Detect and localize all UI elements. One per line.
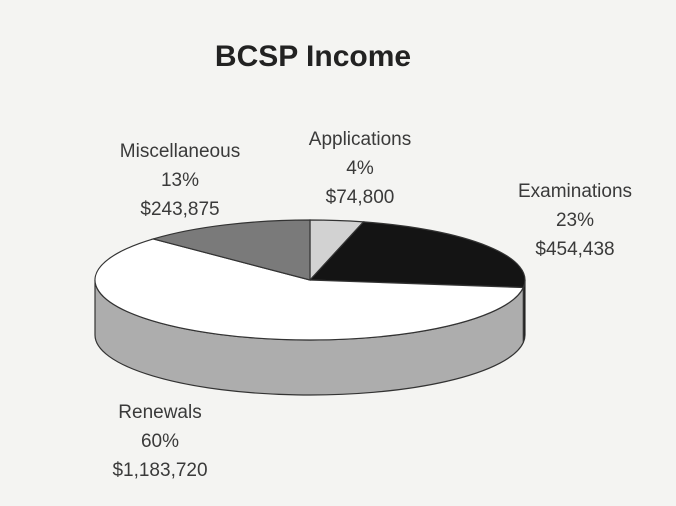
slice-label: Examinations <box>518 181 632 202</box>
slice-amount: $1,183,720 <box>112 460 207 481</box>
pie-slice <box>151 219 311 281</box>
slice-percent: 13% <box>161 170 199 191</box>
slice-percent: 4% <box>346 158 374 179</box>
slice-percent: 60% <box>141 431 179 452</box>
pie-slice <box>308 221 526 289</box>
slice-amount: $243,875 <box>140 199 219 220</box>
slice-label: Renewals <box>118 402 201 423</box>
chart-title: BCSP Income <box>215 40 411 73</box>
slice-percent: 23% <box>556 210 594 231</box>
slice-amount: $454,438 <box>535 239 614 260</box>
pie-slice <box>94 238 525 341</box>
slice-label: Applications <box>309 129 411 150</box>
slice-label: Miscellaneous <box>120 141 240 162</box>
slice-amount: $74,800 <box>326 187 395 208</box>
